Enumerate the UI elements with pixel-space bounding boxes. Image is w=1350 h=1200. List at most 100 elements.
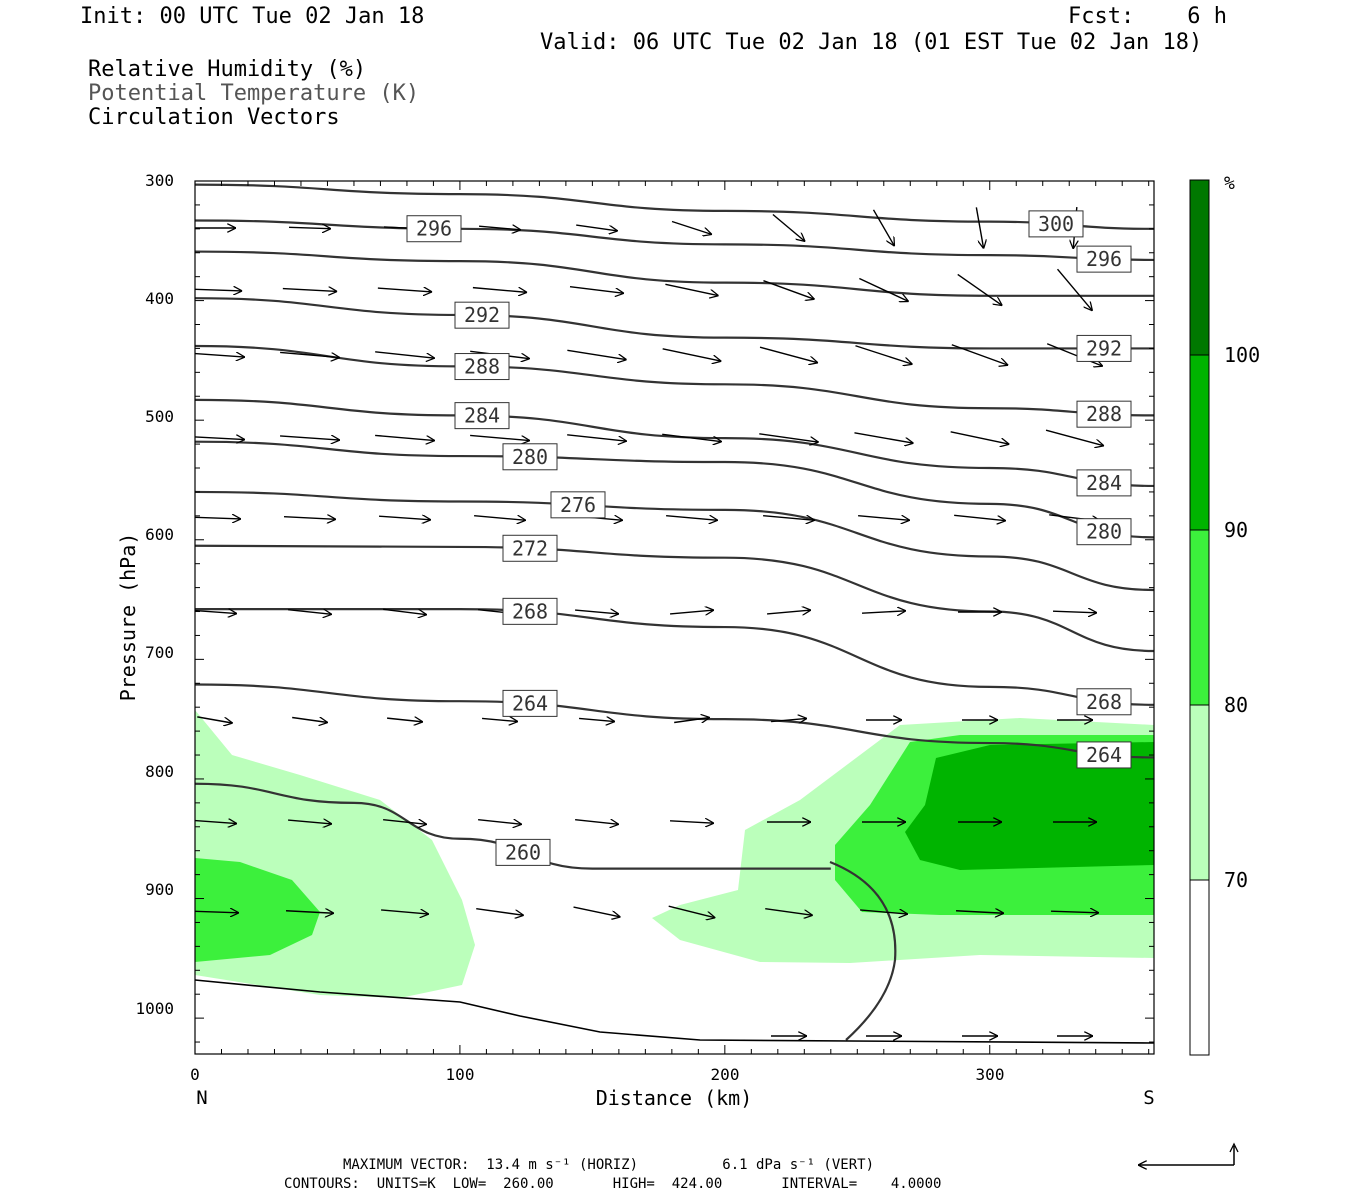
circulation-vector	[195, 610, 237, 613]
circulation-vector	[280, 436, 340, 440]
circulation-vector	[674, 717, 710, 722]
circulation-vector	[282, 289, 337, 292]
reference-vector-icon	[1138, 1142, 1239, 1165]
circulation-vector	[765, 907, 813, 916]
contour-label-text: 296	[1086, 247, 1122, 271]
circulation-vector	[579, 718, 615, 721]
circulation-vector	[476, 907, 524, 916]
y-tick-label: 700	[145, 643, 174, 662]
circulation-vector	[288, 610, 332, 615]
circulation-vector	[482, 718, 518, 721]
circulation-vector	[858, 516, 910, 521]
theta-contour-288	[195, 344, 1154, 417]
contour-label-text: 272	[512, 536, 548, 560]
circulation-vector	[377, 288, 432, 292]
circulation-vector	[478, 820, 522, 825]
contour-label: 260	[495, 838, 551, 866]
contour-label: 264	[502, 689, 558, 717]
x-tick-label: 0	[190, 1065, 200, 1084]
theta-contour-296	[195, 219, 1154, 262]
circulation-vector	[665, 283, 718, 295]
contour-label: 280	[1076, 518, 1132, 546]
circulation-vector	[375, 434, 435, 440]
contour-label: 288	[454, 353, 510, 381]
circulation-vector	[381, 910, 429, 914]
contour-label: 280	[502, 443, 558, 471]
circulation-vector	[855, 345, 912, 365]
north-label: N	[196, 1087, 207, 1109]
circulation-vector	[470, 434, 530, 440]
y-axis-title: Pressure (hPa)	[116, 533, 140, 702]
field-theta-label: Potential Temperature (K)	[88, 81, 420, 106]
contour-label-text: 264	[512, 691, 548, 715]
contour-info-text: CONTOURS: UNITS=K LOW= 260.00 HIGH= 424.…	[284, 1176, 942, 1192]
colorbar-90-swatch	[1190, 355, 1209, 530]
circulation-vector	[195, 820, 237, 823]
theta-contour-292	[195, 297, 1154, 350]
circulation-vector	[195, 289, 242, 291]
circulation-vector-layer	[195, 207, 1104, 1036]
circulation-vector	[1056, 268, 1093, 311]
circulation-vector	[957, 273, 1003, 305]
circulation-vector	[954, 514, 1006, 520]
circulation-vector	[197, 716, 232, 723]
circulation-vector	[668, 905, 716, 918]
circulation-vector	[569, 285, 624, 294]
circulation-vector	[670, 610, 714, 614]
y-tick-label: 600	[145, 525, 174, 544]
circulation-vector	[1050, 911, 1099, 913]
circulation-vector	[951, 344, 1008, 366]
theta-contour-unlabeled	[195, 250, 1154, 297]
surface-line	[194, 979, 1155, 1044]
colorbar-label: 100	[1224, 343, 1260, 367]
circulation-vector	[283, 517, 336, 520]
circulation-vector	[573, 906, 621, 917]
valid-time: Valid: 06 UTC Tue 02 Jan 18 (01 EST Tue …	[540, 30, 1203, 55]
plot-frame	[194, 180, 1155, 1055]
colorbar-label: 90	[1224, 518, 1248, 542]
theta-contour-284	[195, 398, 1154, 488]
contour-label: 284	[1076, 469, 1132, 497]
contour-label: 292	[454, 301, 510, 329]
circulation-vector	[292, 717, 328, 722]
rh-fill-layer	[195, 710, 1154, 998]
y-tick-label: 500	[145, 407, 174, 426]
tick-layer	[194, 180, 1154, 1054]
x-axis-title: Distance (km)	[596, 1086, 753, 1110]
circulation-vector	[575, 610, 619, 614]
field-rh-label: Relative Humidity (%)	[88, 57, 367, 82]
contour-label-text: 284	[1086, 471, 1122, 495]
contour-label: 288	[1076, 400, 1132, 428]
x-tick-label: 100	[446, 1065, 475, 1084]
circulation-vector	[375, 351, 435, 358]
field-vectors-label: Circulation Vectors	[88, 105, 340, 130]
contour-label-text: 280	[1086, 520, 1122, 544]
colorbar-frame	[1189, 179, 1210, 1056]
theta-contour-280	[195, 440, 1154, 539]
circulation-vector	[383, 820, 427, 825]
circulation-vector	[195, 353, 245, 357]
contour-label-text: 268	[1086, 690, 1122, 714]
theta-contour-260-branch	[829, 860, 897, 1041]
contour-label-text: 264	[1086, 743, 1122, 767]
circulation-vector	[280, 351, 340, 357]
circulation-vector	[662, 348, 722, 361]
init-time: Init: 00 UTC Tue 02 Jan 18	[80, 4, 425, 29]
y-tick-label: 400	[145, 289, 174, 308]
contour-label: 300	[1028, 210, 1084, 238]
colorbar-label: 80	[1224, 693, 1248, 717]
y-tick-label: 1000	[135, 999, 174, 1018]
colorbar-below-70-swatch	[1190, 880, 1209, 1055]
forecast-hour: Fcst: 6 h	[1068, 4, 1227, 29]
circulation-vector	[669, 821, 714, 823]
circulation-vector	[666, 516, 718, 521]
circulation-vector	[763, 280, 814, 300]
theta-contour-264	[195, 683, 1154, 759]
circulation-vector	[575, 820, 619, 825]
circulation-vector	[195, 911, 239, 913]
circulation-vector	[387, 718, 423, 722]
circulation-vector	[771, 718, 807, 721]
contour-label-text: 260	[505, 840, 541, 864]
contour-label: 284	[454, 402, 510, 430]
